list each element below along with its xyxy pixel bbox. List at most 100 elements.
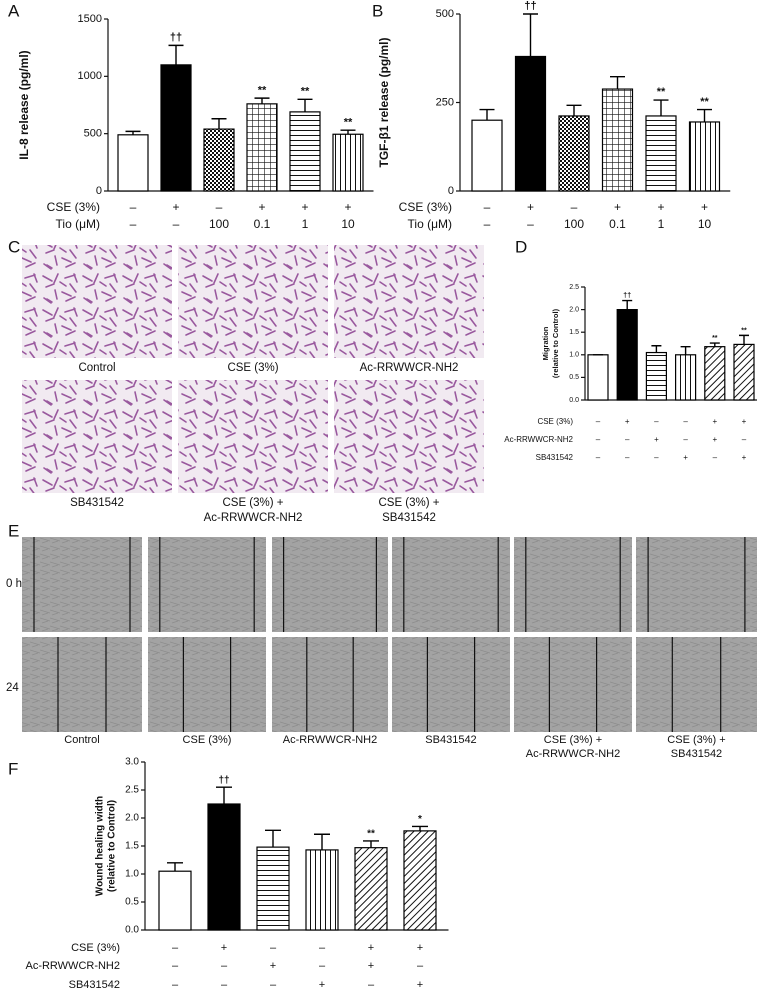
y-tick-label: 0.0: [569, 397, 579, 404]
error-bar: [739, 334, 749, 345]
treatment-value: –: [216, 200, 223, 214]
image-label: CSE (3%) +: [222, 497, 283, 509]
bar: [256, 846, 290, 931]
treatment-label: CSE (3%): [71, 942, 120, 954]
error-bar: [566, 104, 582, 116]
treatment-value: –: [368, 979, 375, 991]
error-bar: [363, 840, 379, 848]
significance-mark: ††: [623, 293, 631, 300]
image-label: SB431542: [70, 497, 124, 509]
micrograph: [334, 380, 484, 493]
treatment-value: –: [683, 435, 688, 444]
y-tick-label: 1500: [78, 13, 102, 25]
y-tick-label: 500: [436, 8, 454, 20]
treatment-value: –: [596, 435, 601, 444]
treatment-label: SB431542: [69, 979, 120, 991]
bar: [471, 119, 503, 192]
error-bar: [697, 108, 712, 122]
treatment-value: –: [596, 417, 601, 426]
treatment-value: 10: [698, 217, 712, 231]
micrograph: [178, 380, 328, 493]
image-label: CSE (3%): [227, 362, 278, 374]
error-bar: [314, 833, 330, 850]
y-axis-label: IL-8 release (pg/ml): [17, 50, 31, 159]
y-tick-label: 1.0: [125, 869, 139, 880]
significance-mark: **: [657, 86, 666, 98]
error-bar: [680, 345, 691, 355]
y-axis-label: (relative to Control): [107, 800, 118, 892]
treatment-label: CSE (3%): [537, 417, 573, 426]
treatment-value: –: [527, 217, 534, 231]
treatment-value: +: [301, 200, 308, 214]
treatment-value: +: [270, 960, 276, 972]
treatment-value: +: [417, 942, 423, 954]
image-label: Ac-RRWWCR-NH2: [360, 362, 459, 374]
bar: [733, 343, 755, 401]
bar: [704, 346, 726, 401]
treatment-value: –: [625, 453, 630, 462]
significance-mark: **: [367, 829, 375, 840]
y-tick-label: 2.0: [569, 306, 579, 313]
treatment-value: –: [172, 942, 179, 954]
y-tick-label: 0.5: [125, 897, 139, 908]
treatment-value: 10: [341, 217, 355, 231]
bar: [514, 55, 547, 192]
treatment-value: –: [625, 435, 630, 444]
treatment-value: –: [130, 200, 137, 214]
treatment-value: –: [270, 942, 277, 954]
error-bar: [610, 75, 625, 90]
bar: [305, 849, 339, 931]
y-tick-label: 2.0: [125, 813, 139, 824]
error-bar: [216, 786, 232, 804]
treatment-value: +: [319, 979, 325, 991]
y-tick-label: 2.5: [125, 785, 139, 796]
bar: [207, 803, 241, 931]
significance-mark: *: [418, 814, 422, 825]
treatment-value: –: [319, 960, 326, 972]
bar: [601, 88, 634, 192]
wound-image: [636, 637, 757, 732]
image-label: SB431542: [382, 512, 436, 524]
panel-letter: F: [8, 759, 18, 778]
wound-image: [514, 637, 632, 732]
wound-image: [272, 637, 388, 732]
treatment-value: 0.1: [254, 217, 271, 231]
y-tick-label: 1.5: [125, 841, 139, 852]
bar: [616, 309, 638, 401]
treatment-label: Tio (μM): [408, 217, 452, 231]
error-bar: [479, 108, 495, 121]
treatment-value: +: [221, 942, 227, 954]
treatment-label: Ac-RRWWCR-NH2: [25, 960, 120, 972]
treatment-value: +: [712, 417, 717, 426]
treatment-value: –: [221, 979, 228, 991]
micrograph: [22, 245, 172, 358]
treatment-value: +: [701, 200, 708, 214]
bar: [203, 128, 235, 192]
panel-letter: B: [372, 1, 383, 20]
wound-image: [272, 537, 388, 632]
image-label: Control: [64, 734, 99, 746]
bar: [117, 134, 149, 192]
bar: [289, 111, 321, 192]
significance-mark: ††: [170, 32, 182, 44]
treatment-value: –: [713, 453, 718, 462]
treatment-value: +: [657, 200, 664, 214]
significance-mark: **: [741, 327, 747, 334]
error-bar: [651, 345, 662, 353]
treatment-value: 100: [564, 217, 584, 231]
bar: [354, 847, 388, 931]
wound-image: [148, 537, 266, 632]
treatment-label: Ac-RRWWCR-NH2: [504, 435, 573, 444]
micrograph: [334, 245, 484, 358]
error-bar: [167, 862, 183, 872]
treatment-value: –: [742, 435, 747, 444]
bar: [645, 115, 677, 192]
error-bar: [254, 97, 270, 104]
y-tick-label: 3.0: [125, 757, 139, 768]
treatment-value: +: [368, 942, 374, 954]
treatment-value: –: [484, 217, 491, 231]
significance-mark: **: [301, 85, 310, 97]
treatment-value: +: [527, 200, 534, 214]
y-axis-label: Wound healing width: [95, 796, 106, 896]
row-label: 0 h: [6, 578, 22, 590]
